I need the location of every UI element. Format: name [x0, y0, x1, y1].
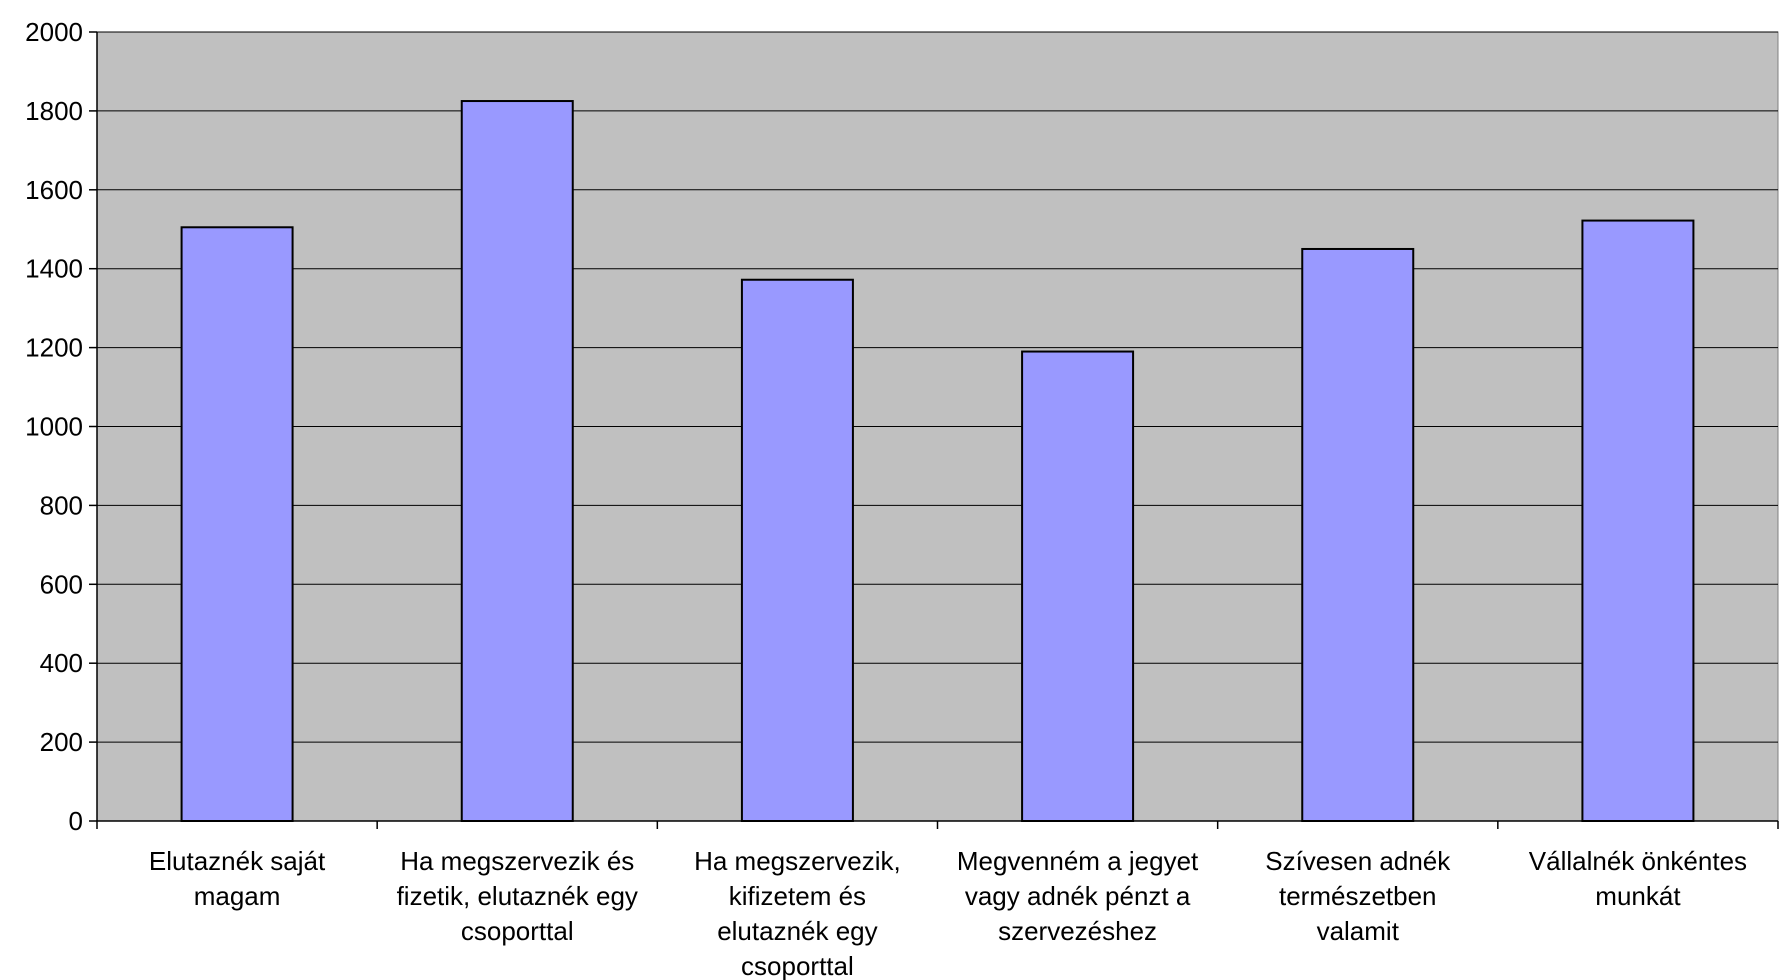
- x-category-label: Ha megszervezik, kifizetem és elutaznék eg…: [694, 846, 901, 980]
- y-tick-label: 200: [40, 727, 83, 757]
- bar: [180, 226, 294, 822]
- x-category-label-line: Ha megszervezik,: [694, 846, 901, 876]
- x-category-label-line: Vállalnék önkéntes: [1529, 846, 1747, 876]
- y-axis: 0 200 400 600 800 1000 1200 1400 1600 1800 2000: [25, 17, 98, 836]
- x-axis: Elutaznék saját magam Ha megszervezik és fi…: [96, 820, 1779, 980]
- y-tick-label: 1000: [25, 412, 83, 442]
- bar: [1581, 219, 1695, 823]
- y-tick-label: 1400: [25, 254, 83, 284]
- x-category-label-line: csoporttal: [461, 916, 574, 946]
- x-category-label: Megvenném a jegyet vagy adnék pénzt a szer…: [957, 846, 1199, 946]
- x-category-label: Elutaznék saját magam: [149, 846, 326, 911]
- y-tick-label: 2000: [25, 17, 83, 47]
- x-category-label-line: csoporttal: [741, 951, 854, 980]
- bar: [1021, 350, 1135, 822]
- x-category-label-line: szervezéshez: [998, 916, 1157, 946]
- bar: [1301, 247, 1415, 823]
- x-category-label-line: Megvenném a jegyet: [957, 846, 1199, 876]
- x-category-label-line: magam: [194, 881, 281, 911]
- x-category-label: Ha megszervezik és fizetik, elutaznék egy…: [397, 846, 638, 946]
- bar: [460, 100, 574, 823]
- x-category-label: Vállalnék önkéntes munkát: [1529, 846, 1747, 911]
- x-category-label-line: Szívesen adnék: [1265, 846, 1451, 876]
- gridlines: [97, 31, 1778, 743]
- x-category-label-line: kifizetem és: [729, 881, 866, 911]
- y-tick-label: 1800: [25, 96, 83, 126]
- y-tick-label: 1600: [25, 175, 83, 205]
- y-tick-label: 1200: [25, 333, 83, 363]
- bar: [740, 278, 854, 823]
- x-category-label-line: elutaznék egy: [717, 916, 877, 946]
- x-category-label-line: valamit: [1317, 916, 1400, 946]
- x-category-label-line: Elutaznék saját: [149, 846, 326, 876]
- x-category-label-line: Ha megszervezik és: [400, 846, 634, 876]
- y-tick-label: 0: [69, 806, 83, 836]
- y-tick-label: 800: [40, 490, 83, 520]
- y-tick-label: 600: [40, 569, 83, 599]
- x-category-label-line: vagy adnék pénzt a: [965, 881, 1191, 911]
- x-category-label-line: fizetik, elutaznék egy: [397, 881, 638, 911]
- y-tick-label: 400: [40, 648, 83, 678]
- x-category-label-line: munkát: [1595, 881, 1681, 911]
- x-category-label-line: természetben: [1279, 881, 1437, 911]
- x-category-label: Szívesen adnék természetben valamit: [1265, 846, 1451, 946]
